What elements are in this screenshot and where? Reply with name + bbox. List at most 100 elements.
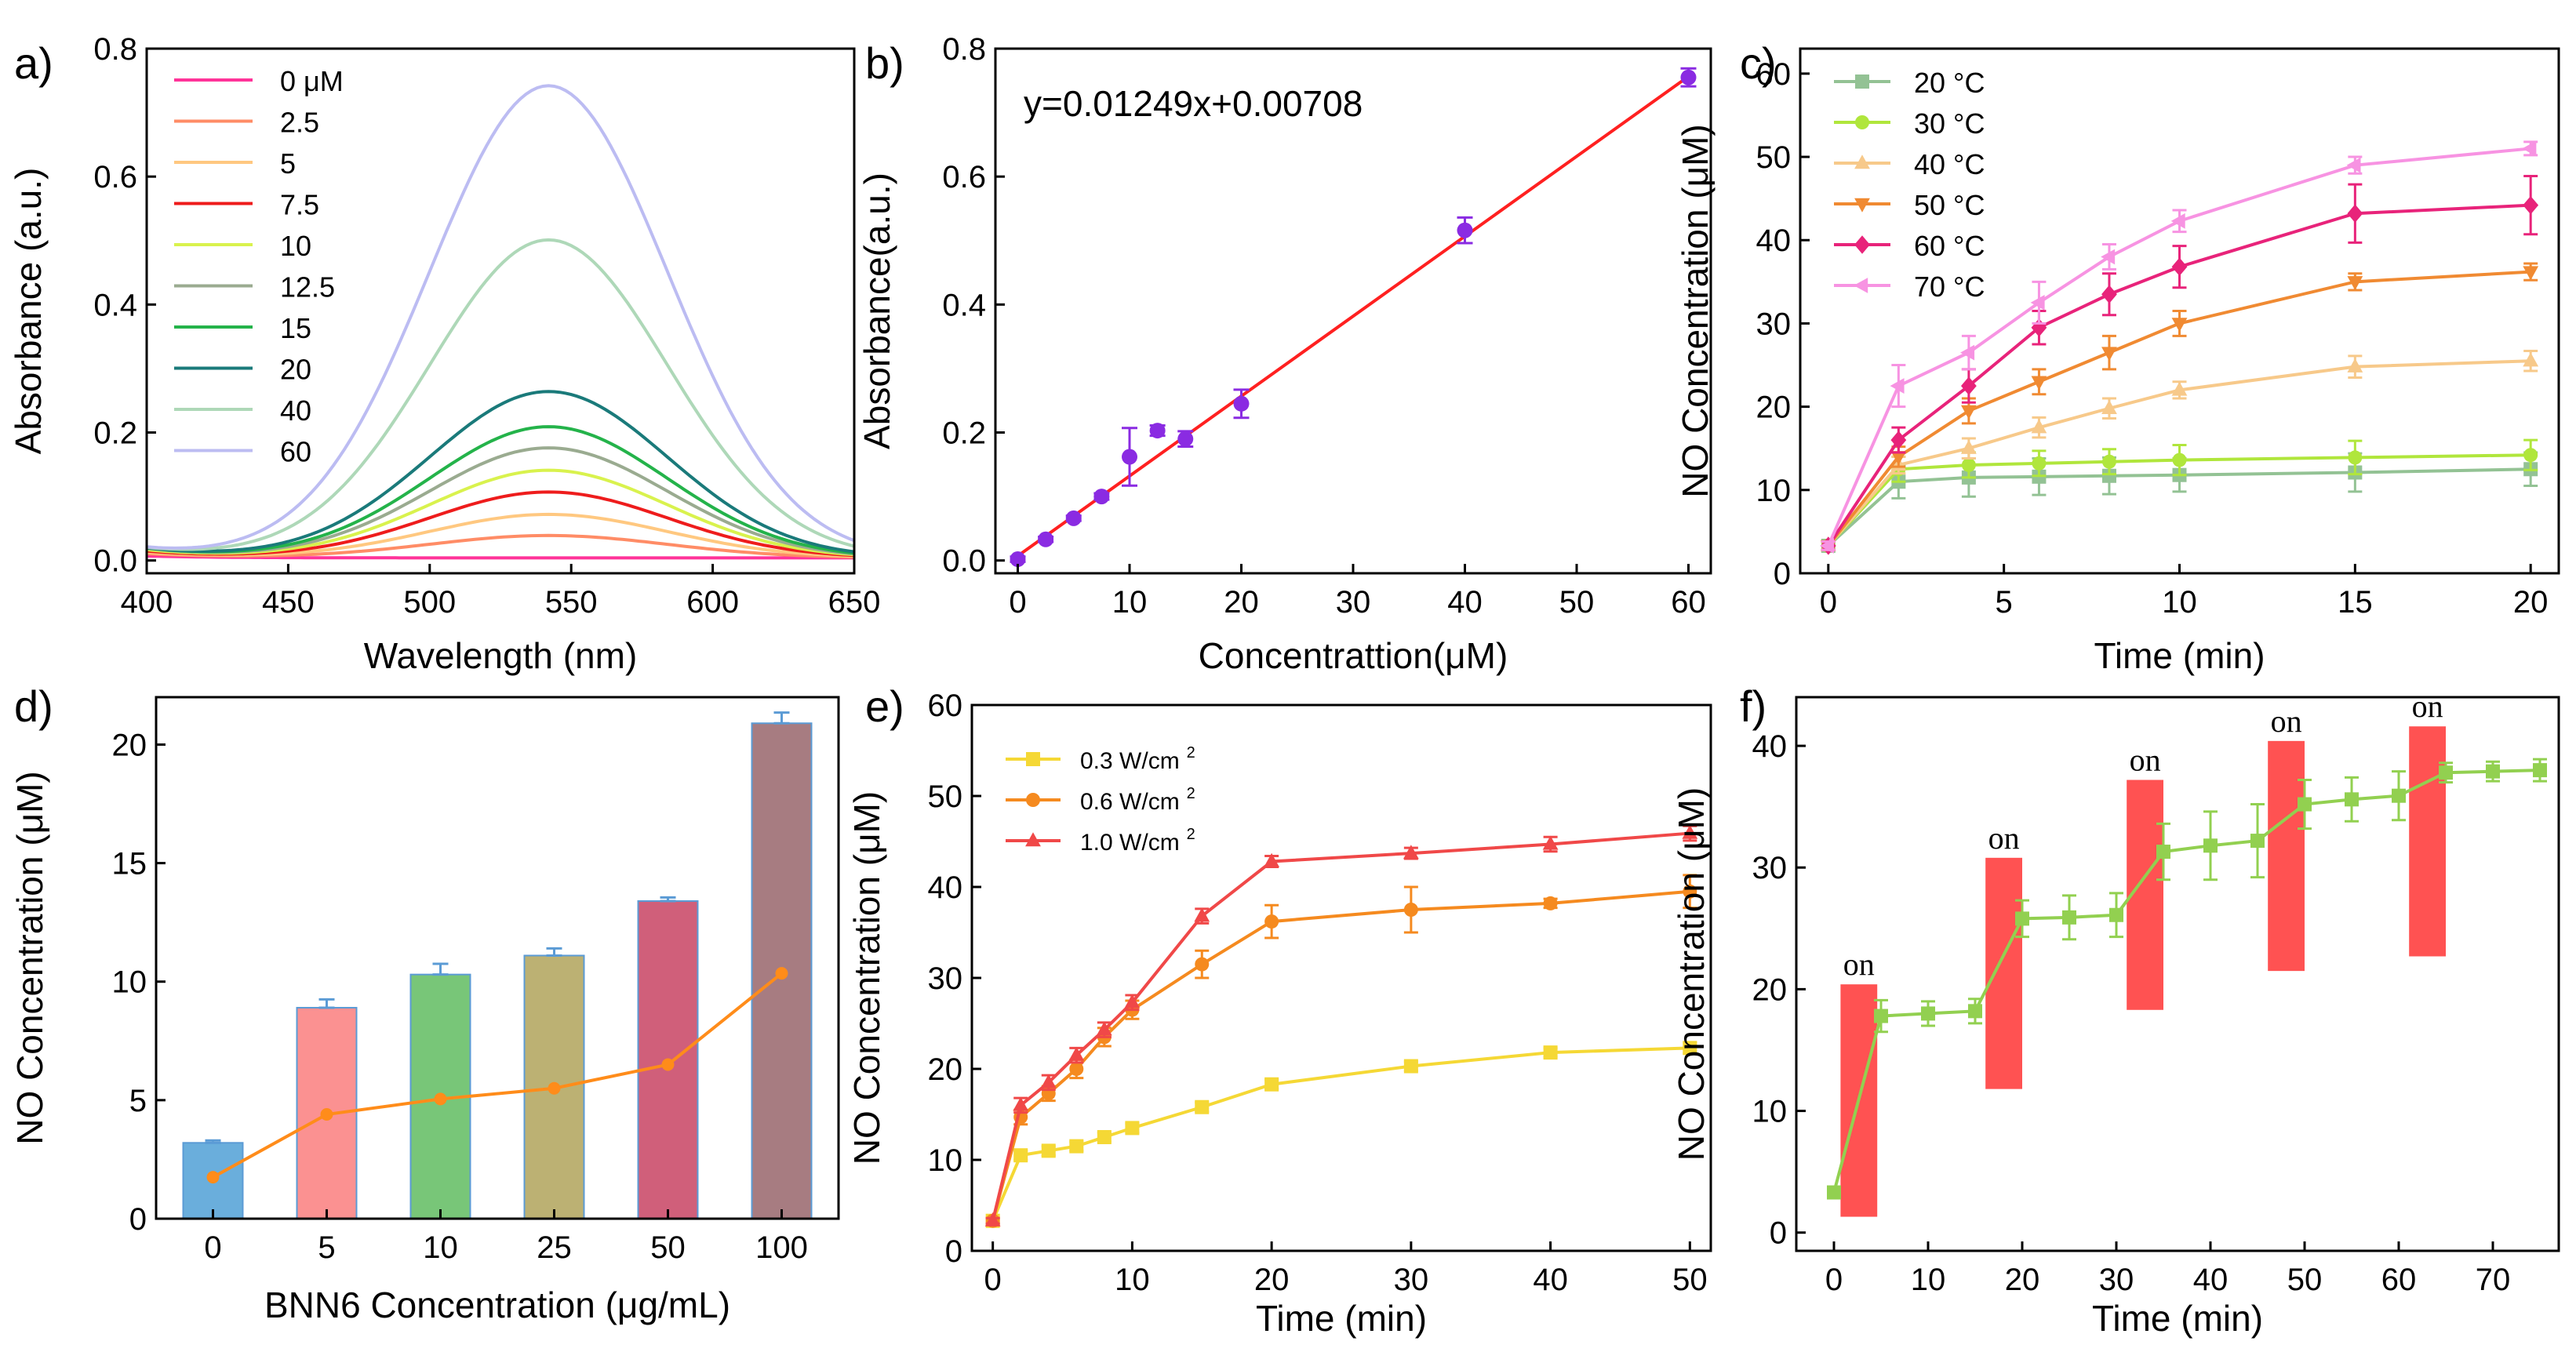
legend-label: 0 μM	[280, 65, 344, 97]
y-tick-label: 40	[1752, 729, 1788, 764]
y-axis-label: Absorbance(a.u.)	[857, 173, 897, 449]
data-point	[1026, 752, 1040, 766]
trend-point	[661, 1058, 675, 1071]
data-point	[1149, 423, 1166, 439]
data-point	[1069, 1139, 1084, 1154]
data-point	[1125, 1121, 1140, 1136]
x-axis-label: Concentrattion(μM)	[1199, 635, 1508, 676]
data-point	[2062, 910, 2076, 925]
data-point	[1195, 957, 1210, 972]
legend-label: 20 °C	[1914, 67, 1985, 99]
y-tick-label: 0.0	[93, 544, 137, 579]
legend-label: 30 °C	[1914, 107, 1985, 140]
data-point	[2298, 797, 2312, 812]
y-axis-label: NO Concentration (μM)	[1671, 787, 1712, 1161]
data-point	[1855, 115, 1869, 129]
legend-label: 40	[280, 394, 311, 427]
x-tick-label: 10	[1115, 1263, 1150, 1297]
data-point	[2347, 276, 2363, 291]
data-point	[1177, 431, 1194, 447]
x-tick-label: 0	[1825, 1263, 1843, 1297]
x-axis-label: BNN6 Concentration (μg/mL)	[264, 1285, 730, 1325]
on-label: on	[2130, 743, 2161, 778]
y-tick-label: 0.2	[93, 416, 137, 451]
x-tick-label: 100	[755, 1230, 808, 1265]
y-tick-label: 20	[928, 1052, 963, 1087]
series-line	[1827, 453, 2531, 547]
spectrum-line	[146, 554, 854, 560]
legend-label: 5	[280, 147, 296, 180]
legend-label: 0.6 W/cm	[1080, 789, 1180, 815]
y-tick-label: 60	[928, 689, 963, 723]
plot-frame	[1795, 696, 2560, 1252]
legend-label: 40 °C	[1914, 148, 1985, 180]
y-tick-label: 0.6	[93, 160, 137, 194]
data-point	[1041, 1143, 1056, 1158]
legend-label: 0.3 W/cm	[1080, 748, 1180, 774]
x-tick-label: 10	[1911, 1263, 1946, 1297]
data-point	[2347, 204, 2363, 223]
data-point	[2523, 352, 2539, 367]
chart-e: e)0.3 W/cm 20.6 W/cm 21.0 W/cm 20 10 20 30 40 50…	[846, 681, 1712, 1339]
chart-b: b) y=0.01249x+0.00708 0 10 20 30 40 50 60 0.0 0.2 0…	[857, 32, 1712, 676]
data-point	[2101, 468, 2116, 483]
legend-superscript: 2	[1187, 785, 1195, 802]
data-point	[1543, 896, 1558, 910]
legend-superscript: 2	[1187, 744, 1195, 761]
irradiation-on-bar	[2268, 740, 2305, 972]
y-tick-label: 15	[112, 847, 147, 881]
data-point	[2523, 266, 2539, 281]
data-point	[1683, 884, 1697, 899]
y-tick-label: 30	[928, 961, 963, 996]
x-tick-label: 0	[1820, 585, 1837, 620]
fit-equation: y=0.01249x+0.00708	[1024, 83, 1363, 124]
irradiation-on-bar	[1985, 857, 2022, 1089]
legend-label: 60	[280, 436, 311, 468]
data-point	[2346, 157, 2361, 173]
data-point	[1680, 69, 1697, 85]
series-line	[1827, 203, 2531, 547]
data-point	[1874, 1009, 1888, 1023]
spectrum-line	[146, 238, 855, 551]
data-point	[1264, 852, 1280, 867]
trend-line	[212, 972, 783, 1179]
data-point	[2171, 318, 2188, 333]
data-point	[2101, 399, 2117, 414]
series-line	[991, 889, 1690, 1222]
data-point	[2032, 456, 2047, 471]
data-point	[1038, 531, 1054, 547]
spectrum-line	[146, 390, 855, 554]
data-point	[1921, 1006, 1935, 1021]
y-axis-label: Absorbance (a.u.)	[8, 168, 49, 455]
trend-point	[206, 1171, 220, 1184]
y-tick-label: 20	[112, 728, 147, 762]
y-axis-label: NO Concentration (μM)	[1675, 124, 1716, 497]
data-point	[2015, 911, 2029, 926]
x-tick-label: 20	[2513, 585, 2549, 620]
x-tick-label: 5	[1996, 585, 2013, 620]
data-point	[1096, 1021, 1112, 1036]
data-point	[1961, 457, 1976, 472]
x-tick-label: 500	[403, 585, 456, 620]
x-tick-label: 40	[1533, 1263, 1568, 1297]
x-tick-label: 400	[121, 585, 173, 620]
data-point	[2101, 285, 2117, 303]
y-tick-label: 5	[129, 1084, 147, 1118]
data-point	[1854, 278, 1868, 293]
x-tick-label: 50	[650, 1230, 686, 1265]
x-tick-label: 5	[318, 1230, 335, 1265]
x-tick-label: 0	[984, 1263, 1002, 1297]
y-tick-label: 0.2	[942, 416, 986, 451]
data-point	[1960, 376, 1977, 395]
data-point	[2101, 249, 2116, 265]
y-tick-label: 10	[112, 965, 147, 1000]
y-tick-label: 50	[928, 780, 963, 814]
y-tick-label: 0.6	[942, 160, 986, 194]
plot-frame	[155, 696, 840, 1220]
x-tick-label: 650	[828, 585, 881, 620]
data-point	[1403, 903, 1418, 917]
legend-label: 10	[280, 230, 311, 262]
chart-a: a) 0 μM 2.5 5 7.5 10 12.5 15 20 40 60 400 450 500 550 6…	[8, 32, 880, 676]
data-point	[2203, 838, 2218, 853]
data-point	[1854, 198, 1870, 213]
